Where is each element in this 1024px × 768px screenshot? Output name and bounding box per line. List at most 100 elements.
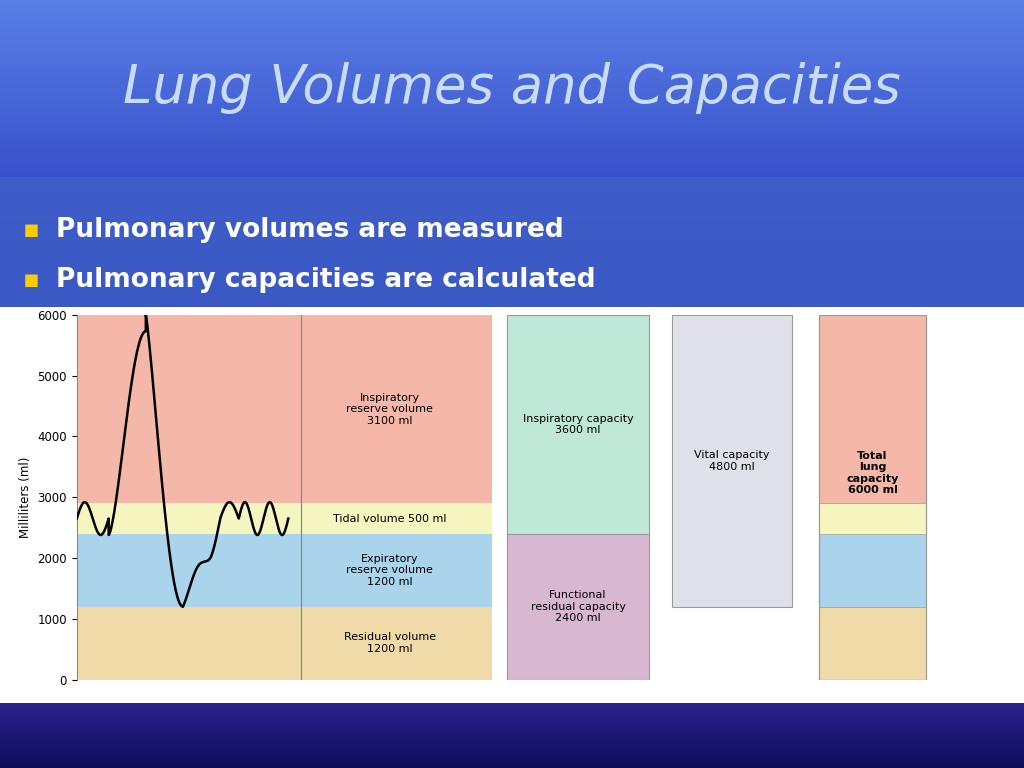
Bar	[0, 329, 1024, 330]
Bar	[0, 622, 1024, 623]
Bar	[0, 170, 1024, 171]
Bar	[0, 328, 1024, 329]
Bar	[0, 29, 1024, 31]
Bar	[0, 444, 1024, 445]
Bar	[0, 426, 1024, 428]
Bar	[0, 266, 1024, 267]
Bar	[0, 153, 1024, 154]
Bar	[0, 37, 1024, 38]
Bar	[0, 462, 1024, 463]
Bar	[0, 413, 1024, 415]
Bar	[0, 392, 1024, 393]
Text: Expiratory
reserve volume
1200 ml: Expiratory reserve volume 1200 ml	[346, 554, 433, 587]
Bar	[0, 75, 1024, 77]
Text: Residual volume
1200 ml: Residual volume 1200 ml	[344, 632, 436, 654]
Bar	[0, 598, 1024, 599]
Bar	[0, 24, 1024, 25]
Bar	[0, 563, 1024, 564]
Bar	[0, 241, 1024, 242]
Bar	[0, 592, 1024, 594]
Bar	[0, 442, 1024, 444]
Bar	[0, 581, 1024, 583]
Bar	[0, 559, 1024, 561]
Bar	[0, 160, 1024, 161]
Bar	[0, 643, 1024, 644]
Bar	[0, 194, 1024, 195]
Bar	[0, 493, 1024, 495]
Bar	[0, 623, 1024, 624]
Bar	[0, 220, 1024, 222]
Bar	[0, 671, 1024, 672]
Bar	[0, 193, 1024, 194]
Bar	[0, 202, 1024, 203]
Bar	[0, 222, 1024, 223]
Text: Pulmonary volumes are measured: Pulmonary volumes are measured	[56, 217, 564, 243]
Bar	[0, 354, 1024, 356]
Bar	[0, 68, 1024, 70]
Bar	[0, 347, 1024, 349]
Bar	[0, 372, 1024, 373]
Bar	[0, 304, 1024, 305]
Bar	[0, 251, 1024, 253]
Bar	[0, 471, 1024, 472]
Bar	[77, 315, 492, 503]
Bar	[0, 271, 1024, 273]
Bar	[0, 18, 1024, 19]
Bar	[0, 48, 1024, 50]
Bar	[0, 477, 1024, 478]
Bar	[0, 535, 1024, 536]
Bar	[0, 386, 1024, 387]
Bar	[0, 607, 1024, 609]
Bar	[0, 232, 1024, 233]
Bar	[0, 118, 1024, 119]
Bar	[0, 528, 1024, 530]
Bar	[0, 561, 1024, 563]
Bar	[0, 428, 1024, 429]
Bar	[0, 237, 1024, 239]
Bar	[0, 364, 1024, 365]
Bar	[0, 612, 1024, 614]
Bar	[0, 134, 1024, 135]
Bar	[0, 432, 1024, 433]
Bar	[0, 498, 1024, 499]
Bar	[0, 265, 1024, 266]
Bar	[0, 151, 1024, 152]
Bar	[0, 25, 1024, 26]
Bar	[0, 404, 1024, 405]
Bar	[0, 463, 1024, 464]
Bar	[0, 362, 1024, 364]
Bar	[0, 501, 1024, 502]
Bar	[0, 596, 1024, 597]
Bar	[0, 260, 1024, 261]
Text: Pulmonary capacities are calculated: Pulmonary capacities are calculated	[56, 267, 596, 293]
Bar	[0, 115, 1024, 116]
Bar	[0, 589, 1024, 590]
Bar	[0, 526, 1024, 528]
Bar	[507, 315, 649, 534]
Bar	[0, 283, 1024, 284]
Bar	[0, 618, 1024, 619]
Bar	[0, 185, 1024, 186]
Bar	[0, 150, 1024, 151]
Bar	[0, 419, 1024, 420]
Bar	[0, 689, 1024, 690]
Bar	[0, 180, 1024, 181]
Bar	[0, 343, 1024, 344]
Bar	[0, 453, 1024, 455]
Bar	[0, 356, 1024, 357]
Bar	[0, 344, 1024, 345]
Bar	[0, 12, 1024, 14]
Bar	[0, 133, 1024, 134]
Bar	[0, 108, 1024, 109]
Bar	[77, 503, 492, 534]
Bar	[0, 335, 1024, 336]
Bar	[819, 315, 926, 503]
Bar	[0, 1, 1024, 2]
Bar	[0, 505, 1024, 506]
Bar	[0, 9, 1024, 10]
Bar	[0, 128, 1024, 130]
Bar	[0, 54, 1024, 55]
Bar	[0, 89, 1024, 90]
Bar	[0, 27, 1024, 28]
Bar	[0, 96, 1024, 97]
